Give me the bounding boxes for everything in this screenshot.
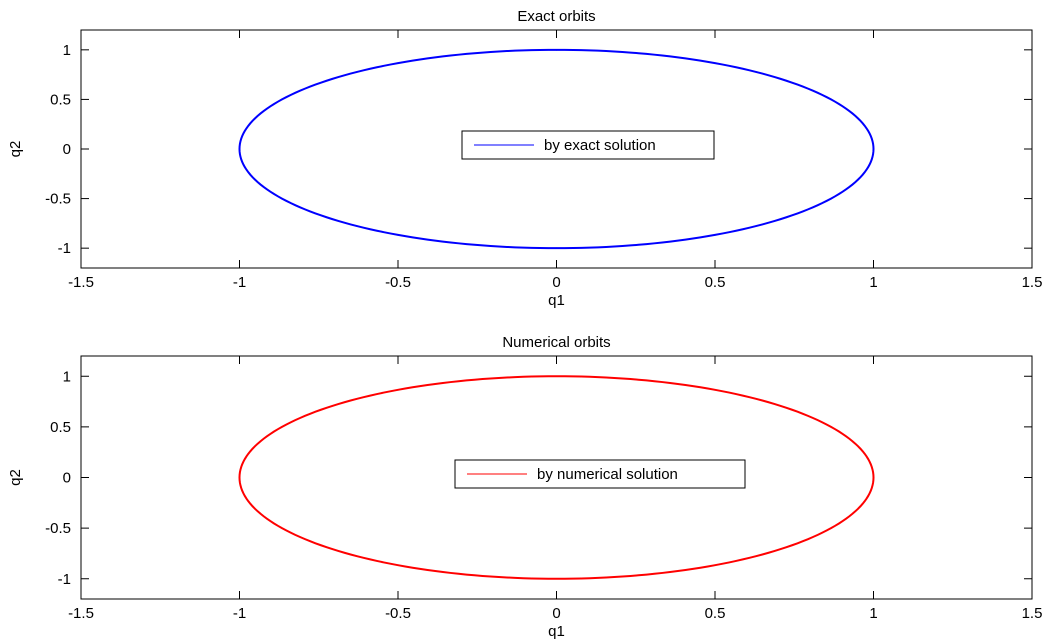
chart-1-legend-label: by exact solution — [544, 137, 656, 154]
chart-2-ytick-label: 0 — [63, 470, 71, 487]
chart-2-legend-label: by numerical solution — [537, 466, 678, 483]
chart-2-series-1-point — [238, 476, 241, 479]
chart-2-series-1-point — [872, 476, 875, 479]
chart-2-xlabel: q1 — [548, 623, 565, 640]
chart-1-title: Exact orbits — [517, 8, 595, 25]
chart-2-title: Numerical orbits — [502, 334, 610, 351]
chart-2-series-1-point — [281, 527, 283, 529]
chart-1-series-1-point — [397, 234, 399, 236]
chart-2-series-1-point — [830, 426, 832, 428]
chart-2-series-1-point — [281, 426, 283, 428]
chart-1-series-1-point — [872, 148, 875, 150]
chart-1-series-1-point — [238, 148, 241, 150]
chart-1-series-1-point — [555, 247, 558, 249]
chart-1-ytick-label: -0.5 — [45, 191, 71, 208]
chart-1-ylabel: q2 — [7, 141, 24, 158]
chart-1-xtick-label: 1 — [869, 274, 877, 291]
chart-1-xtick-label: -0.5 — [385, 274, 411, 291]
chart-1-xtick-label: 0.5 — [705, 274, 726, 291]
chart-2-ytick-label: -1 — [58, 571, 71, 588]
chart-2-series-1-point — [397, 389, 399, 391]
chart-2-ylabel: q2 — [7, 469, 24, 486]
chart-1-series-1-point — [830, 197, 832, 200]
chart-2-series-1-point — [555, 577, 558, 580]
chart-2-xtick-label: -1 — [233, 605, 246, 622]
chart-1-series-1-point — [714, 234, 716, 236]
chart-2-series-1-point — [830, 527, 832, 529]
chart-2-xtick-label: -1.5 — [68, 605, 94, 622]
chart-2-series-1-point — [555, 375, 558, 378]
chart-2-xtick-label: 1 — [869, 605, 877, 622]
chart-2-xtick-label: -0.5 — [385, 605, 411, 622]
chart-1-series-1-point — [281, 98, 283, 101]
chart-2-series-1-point — [714, 389, 716, 391]
chart-1-ytick-label: 1 — [63, 42, 71, 59]
chart-1-series-1-point — [830, 98, 832, 101]
chart-1-xtick-label: -1.5 — [68, 274, 94, 291]
chart-1-xtick-label: -1 — [233, 274, 246, 291]
chart-1-xlabel: q1 — [548, 292, 565, 309]
chart-2-xtick-label: 0.5 — [705, 605, 726, 622]
chart-1-ytick-label: 0.5 — [50, 91, 71, 108]
chart-2-ytick-label: 1 — [63, 368, 71, 385]
chart-1-ytick-label: -1 — [58, 240, 71, 257]
chart-1-ytick-label: 0 — [63, 141, 71, 158]
chart-1-xtick-label: 0 — [552, 274, 560, 291]
chart-2-xtick-label: 1.5 — [1022, 605, 1043, 622]
chart-2: Numerical orbits -1.5 -1 -0.5 0 0.5 1 1.5 -1 -0.5… — [7, 334, 1042, 640]
chart-2-xtick-label: 0 — [552, 605, 560, 622]
chart-2-series-1-point — [397, 564, 399, 566]
chart-2-series-1-point — [714, 564, 716, 566]
chart-1-series-1-point — [714, 62, 716, 64]
chart-1-series-1-point — [397, 62, 399, 64]
chart-2-ytick-label: 0.5 — [50, 419, 71, 436]
chart-2-ytick-label: -0.5 — [45, 520, 71, 537]
chart-1-series-1-point — [281, 197, 283, 200]
chart-1: Exact orbits -1.5 -1 -0.5 0 0.5 1 1.5 -1 -0.5 0 0.5… — [7, 8, 1042, 309]
chart-1-xtick-label: 1.5 — [1022, 274, 1043, 291]
chart-1-series-1-point — [555, 49, 558, 51]
chart-2-legend: by numerical solution — [454, 459, 746, 489]
chart-1-legend: by exact solution — [461, 130, 715, 160]
